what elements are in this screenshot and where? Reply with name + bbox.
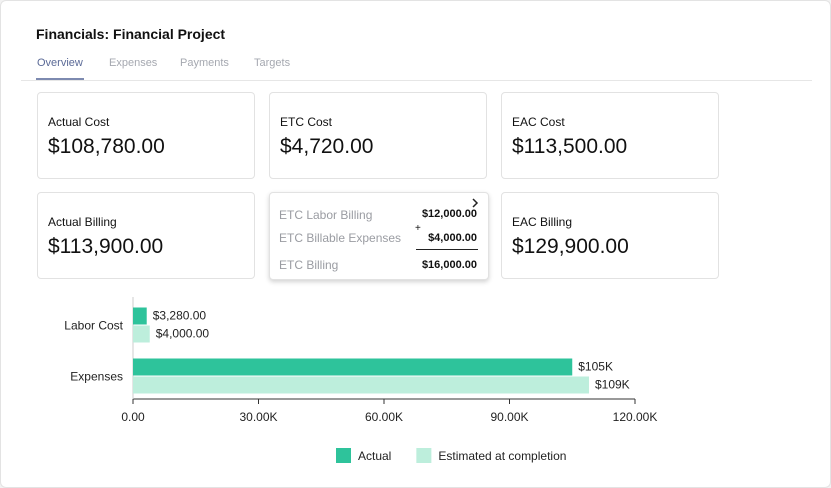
x-tick-label: 30.00K: [239, 410, 277, 424]
breakdown-value: $12,000.00: [421, 208, 477, 220]
tab[interactable]: Expenses: [109, 57, 158, 69]
kpi-label: EAC Cost: [512, 115, 565, 129]
kpi-value: $4,720.00: [280, 135, 374, 158]
bar: [133, 358, 573, 376]
tab[interactable]: Payments: [180, 57, 229, 69]
breakdown-card: ETC Labor Billing $12,000.00 ETC Billabl…: [269, 192, 489, 280]
y-tick-label: Labor Cost: [64, 319, 123, 333]
breakdown-label: ETC Billing: [279, 258, 339, 272]
data-label: $109K: [595, 378, 630, 392]
kpi-label: EAC Billing: [512, 215, 573, 229]
tab-indicator: [36, 78, 84, 80]
tab[interactable]: Targets: [254, 57, 291, 69]
legend-label: Actual: [358, 449, 391, 463]
kpi-label: ETC Cost: [280, 115, 333, 129]
page-title: Financials: Financial Project: [36, 26, 226, 42]
data-label: $3,280.00: [153, 309, 207, 323]
breakdown-value: $4,000.00: [428, 232, 477, 244]
kpi-value: $113,900.00: [48, 235, 164, 258]
sum-line: [416, 249, 478, 250]
y-tick-label: Expenses: [70, 370, 123, 384]
kpi-card: EAC Billing $129,900.00: [501, 192, 719, 279]
kpi-card: EAC Cost $113,500.00: [501, 92, 719, 179]
breakdown-label: ETC Billable Expenses: [279, 231, 402, 245]
kpi-label: Actual Cost: [48, 115, 110, 129]
kpi-label: Actual Billing: [48, 215, 117, 229]
kpi-value: $108,780.00: [48, 135, 165, 158]
x-tick-label: 60.00K: [365, 410, 403, 424]
kpi-value: $113,500.00: [512, 135, 628, 158]
kpi-value: $129,900.00: [512, 235, 629, 258]
expand-icon[interactable]: [470, 197, 480, 209]
x-tick-label: 90.00K: [490, 410, 528, 424]
breakdown-label: ETC Labor Billing: [279, 208, 373, 222]
data-label: $4,000.00: [156, 327, 210, 341]
divider: [21, 80, 812, 81]
legend-label: Estimated at completion: [438, 449, 566, 463]
legend-swatch: [416, 448, 432, 463]
data-label: $105K: [578, 360, 613, 374]
legend-swatch: [336, 448, 351, 463]
x-tick-label: 120.00K: [613, 410, 658, 424]
kpi-card: ETC Cost $4,720.00: [269, 92, 487, 179]
kpi-card: Actual Cost $108,780.00: [37, 92, 255, 179]
breakdown-value: $16,000.00: [421, 259, 477, 271]
kpi-card: Actual Billing $113,900.00: [37, 192, 255, 279]
bar: [133, 325, 150, 343]
tab[interactable]: Overview: [37, 57, 83, 69]
bar: [133, 307, 147, 325]
x-tick-label: 0.00: [121, 410, 145, 424]
bar: [133, 376, 589, 394]
operator: +: [415, 223, 421, 234]
